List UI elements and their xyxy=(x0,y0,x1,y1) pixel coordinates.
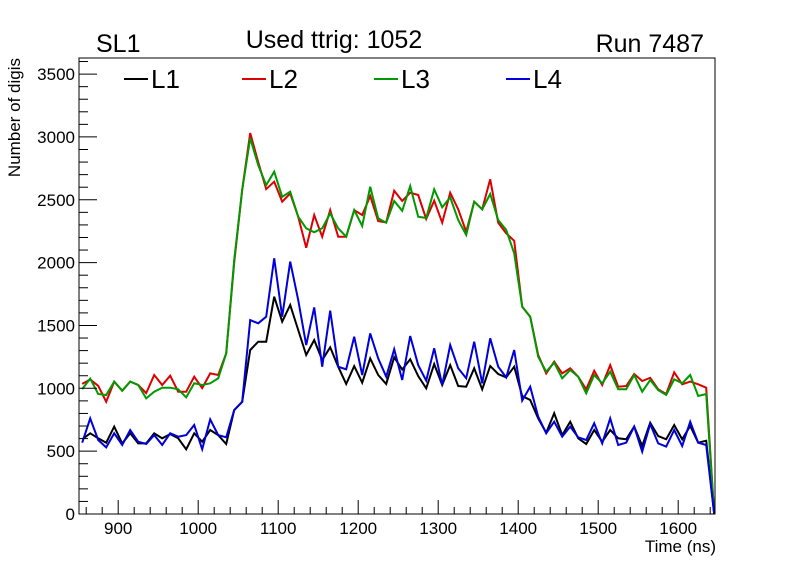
title-left: SL1 xyxy=(96,30,140,58)
y-tick-label: 3000 xyxy=(37,128,75,147)
y-tick-label: 1000 xyxy=(37,379,75,398)
legend-label: L1 xyxy=(151,64,180,94)
legend: L1 L2 L3 L4 xyxy=(124,64,562,94)
x-tick-label: 1300 xyxy=(419,519,457,538)
legend-entry-l2: L2 xyxy=(242,64,298,94)
y-tick-label: 500 xyxy=(47,442,75,461)
title-right: Run 7487 xyxy=(596,30,704,58)
ticks-layer: 900 1000 1100 1200 1300 1400 1500 1600 0 500 1000 1… xyxy=(37,61,711,538)
y-axis-label: Number of digis xyxy=(5,58,24,177)
series-layer xyxy=(81,132,716,515)
x-tick-label: 900 xyxy=(104,519,132,538)
x-axis-label: Time (ns) xyxy=(645,537,716,556)
series-line-l3 xyxy=(81,137,716,515)
x-tick-label: 1100 xyxy=(260,519,297,538)
y-tick-label: 2500 xyxy=(37,191,75,210)
x-tick-label: 1600 xyxy=(659,519,697,538)
title-center: Used ttrig: 1052 xyxy=(246,26,423,54)
x-tick-label: 1000 xyxy=(179,519,217,538)
legend-entry-l3: L3 xyxy=(374,64,430,94)
legend-entry-l1: L1 xyxy=(124,64,180,94)
x-tick-label: 1400 xyxy=(499,519,537,538)
plot-frame xyxy=(78,57,716,515)
series-line-l4 xyxy=(81,258,716,515)
legend-label: L4 xyxy=(533,64,562,94)
y-tick-label: 0 xyxy=(66,505,75,524)
legend-entry-l4: L4 xyxy=(506,64,562,94)
y-tick-label: 1500 xyxy=(37,316,75,335)
series-line-l2 xyxy=(81,132,716,515)
legend-label: L3 xyxy=(401,64,430,94)
y-tick-label: 3500 xyxy=(37,65,75,84)
x-tick-label: 1500 xyxy=(579,519,617,538)
y-tick-label: 2000 xyxy=(37,254,75,273)
x-tick-label: 1200 xyxy=(339,519,377,538)
legend-label: L2 xyxy=(269,64,298,94)
